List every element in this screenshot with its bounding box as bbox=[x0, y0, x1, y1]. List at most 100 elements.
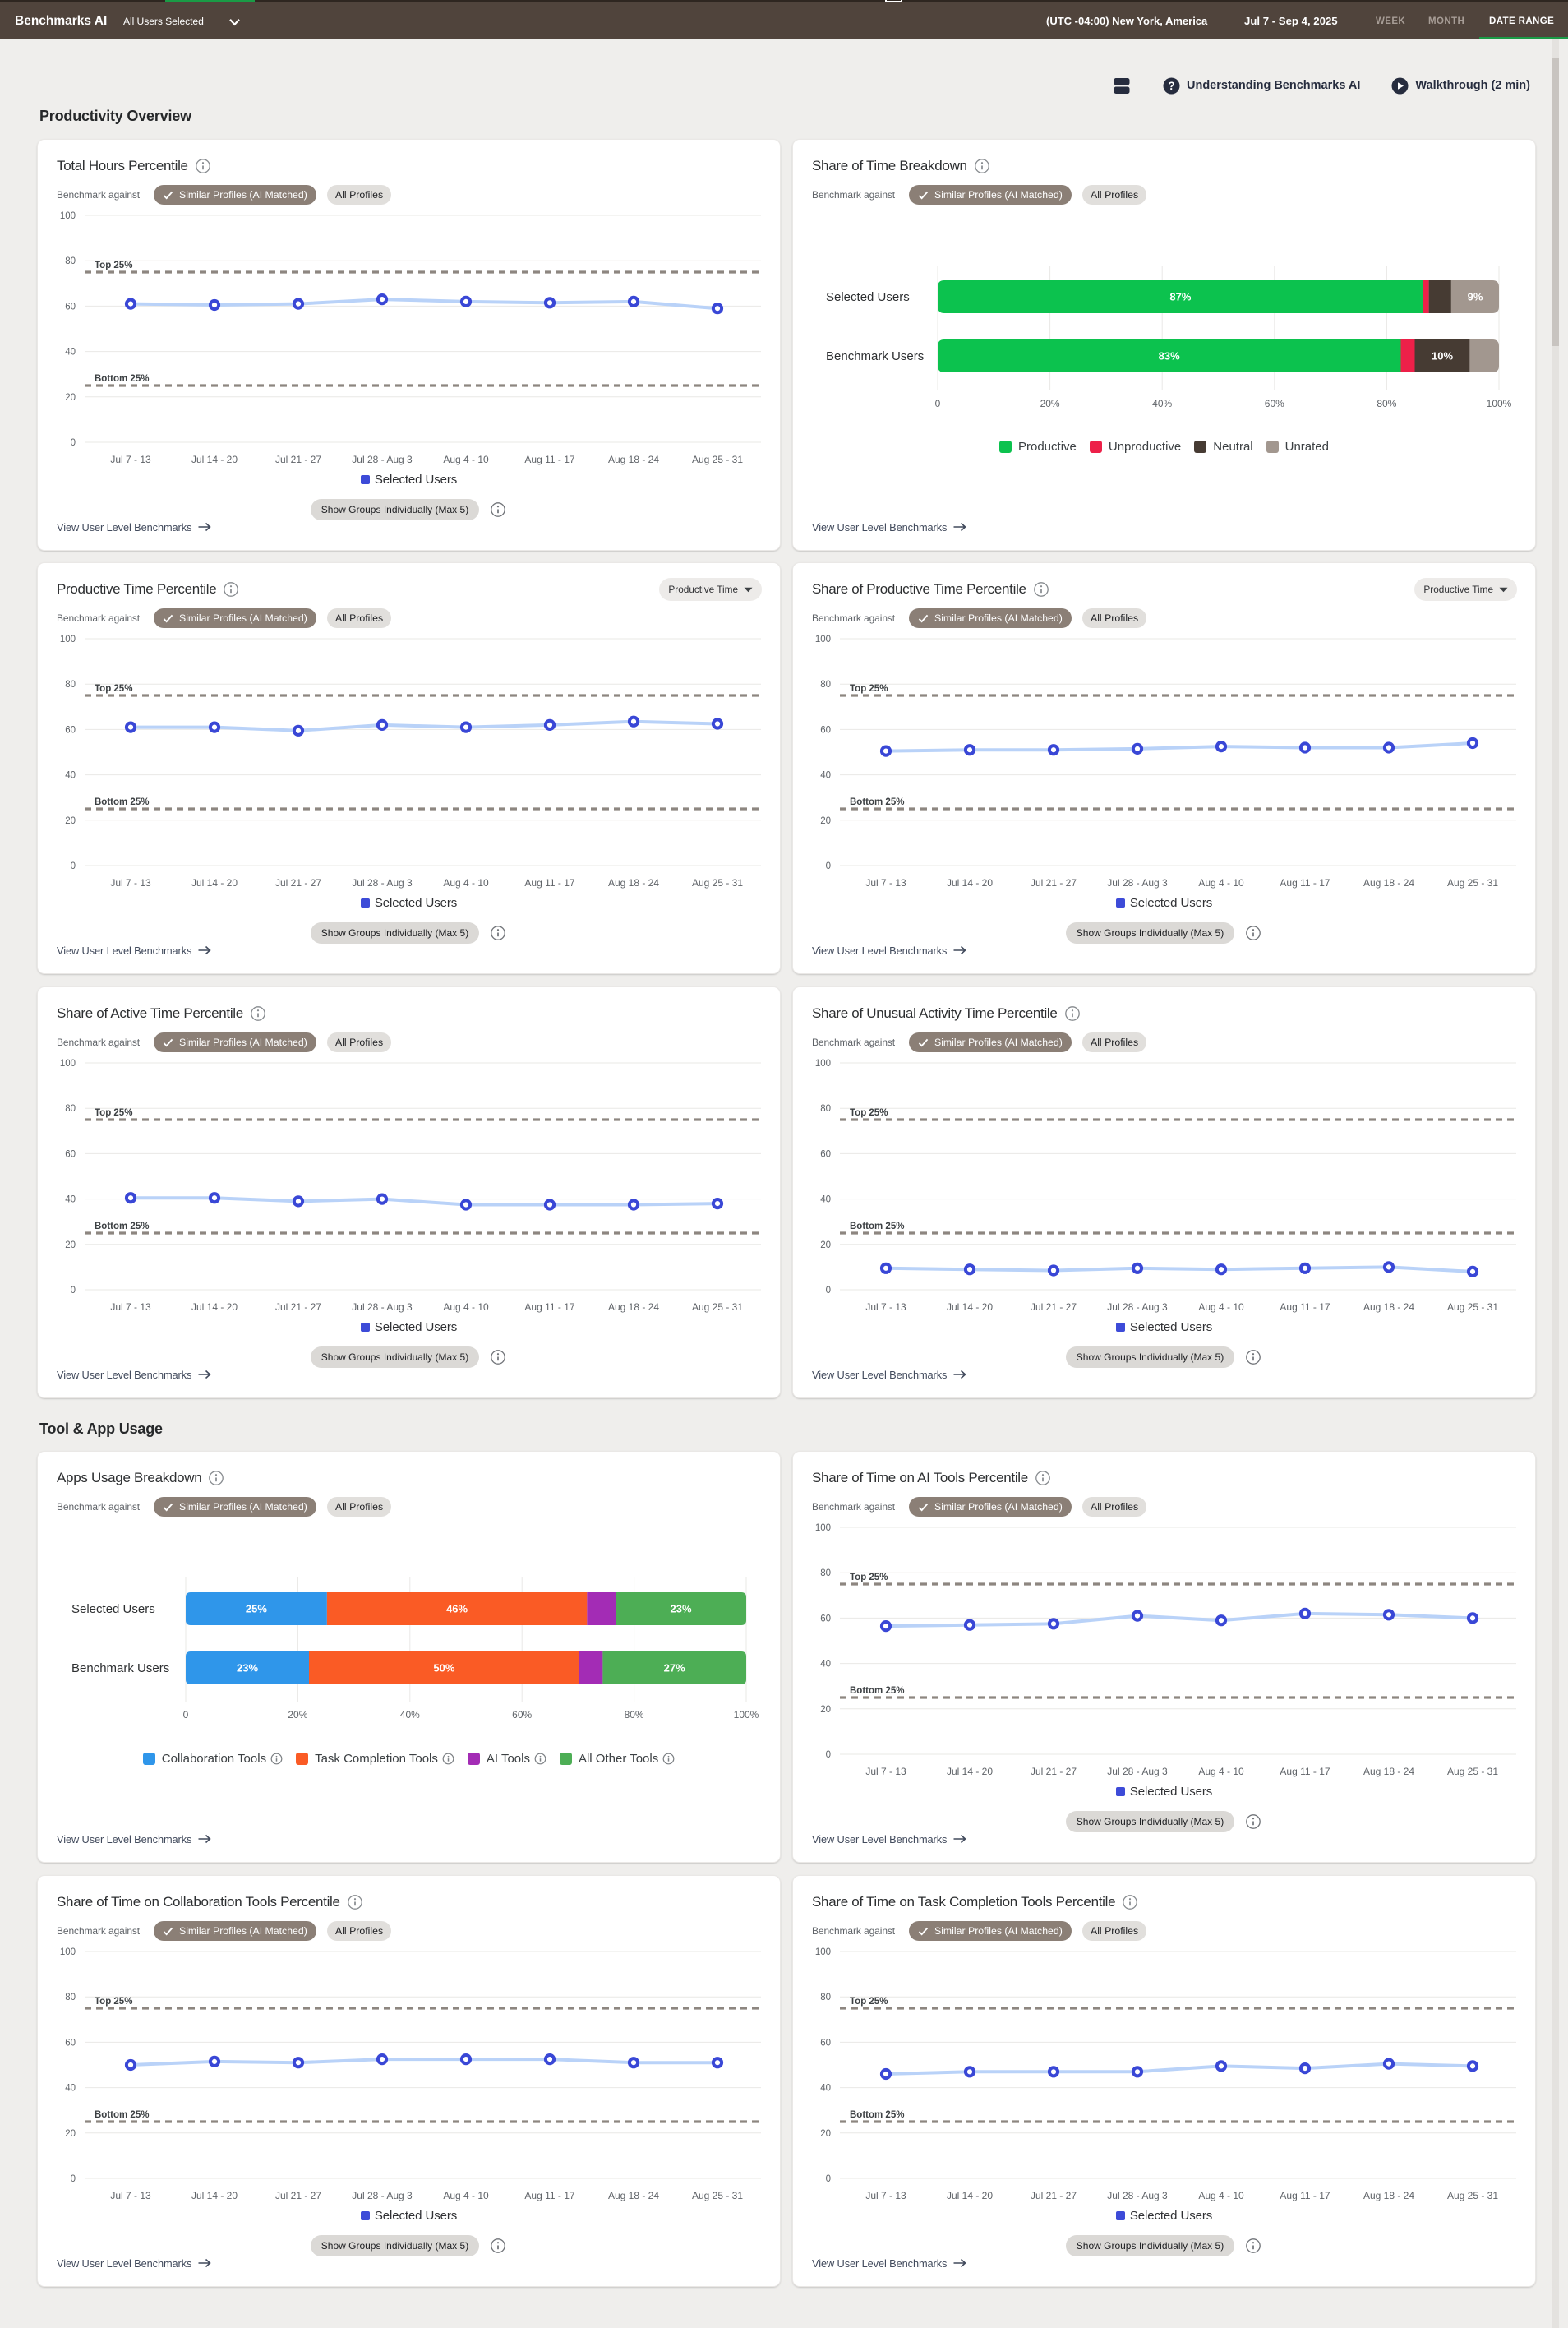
svg-text:Aug 25 - 31: Aug 25 - 31 bbox=[1447, 877, 1498, 889]
svg-text:87%: 87% bbox=[1169, 291, 1191, 303]
svg-text:Jul 14 - 20: Jul 14 - 20 bbox=[947, 1766, 993, 1777]
svg-text:80: 80 bbox=[820, 1993, 831, 2002]
svg-text:100: 100 bbox=[60, 635, 76, 644]
svg-text:Aug 25 - 31: Aug 25 - 31 bbox=[692, 877, 743, 889]
svg-text:Selected Users: Selected Users bbox=[826, 290, 910, 304]
svg-text:Jul 14 - 20: Jul 14 - 20 bbox=[191, 877, 238, 889]
svg-text:40: 40 bbox=[820, 771, 831, 781]
svg-text:80: 80 bbox=[65, 1993, 76, 2002]
svg-text:25%: 25% bbox=[246, 1603, 267, 1615]
svg-text:Aug 4 - 10: Aug 4 - 10 bbox=[1198, 1766, 1244, 1777]
svg-text:100: 100 bbox=[815, 1947, 831, 1957]
svg-text:0: 0 bbox=[71, 1286, 76, 1296]
svg-text:Aug 11 - 17: Aug 11 - 17 bbox=[1280, 877, 1330, 889]
svg-text:0: 0 bbox=[183, 1709, 189, 1721]
svg-text:100: 100 bbox=[60, 211, 76, 221]
svg-text:Aug 11 - 17: Aug 11 - 17 bbox=[524, 2190, 574, 2201]
svg-text:60%: 60% bbox=[512, 1709, 532, 1721]
svg-text:80: 80 bbox=[820, 1568, 831, 1578]
svg-text:0: 0 bbox=[826, 1750, 831, 1760]
svg-text:40: 40 bbox=[820, 2084, 831, 2094]
svg-text:Bottom 25%: Bottom 25% bbox=[850, 2110, 904, 2120]
svg-text:Jul 7 - 13: Jul 7 - 13 bbox=[110, 454, 151, 465]
svg-text:Top 25%: Top 25% bbox=[850, 684, 888, 694]
svg-text:Jul 28 - Aug 3: Jul 28 - Aug 3 bbox=[1107, 2190, 1168, 2201]
svg-text:Jul 21 - 27: Jul 21 - 27 bbox=[1031, 2190, 1077, 2201]
svg-text:Top 25%: Top 25% bbox=[95, 1997, 132, 2007]
svg-text:Top 25%: Top 25% bbox=[95, 684, 132, 694]
svg-text:Jul 21 - 27: Jul 21 - 27 bbox=[1031, 877, 1077, 889]
svg-text:60: 60 bbox=[65, 1149, 76, 1159]
svg-text:40: 40 bbox=[820, 1195, 831, 1205]
svg-text:Bottom 25%: Bottom 25% bbox=[850, 1686, 904, 1696]
svg-text:Jul 14 - 20: Jul 14 - 20 bbox=[191, 1301, 238, 1313]
svg-text:Bottom 25%: Bottom 25% bbox=[850, 797, 904, 807]
svg-text:9%: 9% bbox=[1468, 291, 1483, 303]
svg-text:Jul 14 - 20: Jul 14 - 20 bbox=[191, 454, 238, 465]
svg-text:46%: 46% bbox=[446, 1603, 468, 1615]
svg-text:23%: 23% bbox=[237, 1662, 258, 1674]
svg-text:80%: 80% bbox=[625, 1709, 644, 1721]
svg-text:40: 40 bbox=[65, 2084, 76, 2094]
svg-text:Jul 7 - 13: Jul 7 - 13 bbox=[865, 2190, 906, 2201]
svg-text:Jul 21 - 27: Jul 21 - 27 bbox=[1031, 1766, 1077, 1777]
svg-text:Jul 14 - 20: Jul 14 - 20 bbox=[947, 877, 993, 889]
svg-text:0: 0 bbox=[826, 1286, 831, 1296]
svg-text:27%: 27% bbox=[664, 1662, 685, 1674]
svg-text:Aug 18 - 24: Aug 18 - 24 bbox=[608, 877, 659, 889]
svg-text:Aug 4 - 10: Aug 4 - 10 bbox=[443, 1301, 489, 1313]
svg-text:Aug 4 - 10: Aug 4 - 10 bbox=[1198, 1301, 1244, 1313]
svg-text:20: 20 bbox=[820, 2129, 831, 2139]
svg-text:60: 60 bbox=[65, 302, 76, 312]
svg-text:80%: 80% bbox=[1377, 398, 1396, 409]
svg-text:60: 60 bbox=[820, 725, 831, 735]
svg-text:Bottom 25%: Bottom 25% bbox=[95, 374, 149, 384]
svg-text:Jul 28 - Aug 3: Jul 28 - Aug 3 bbox=[1107, 1766, 1168, 1777]
svg-text:80: 80 bbox=[820, 1104, 831, 1114]
svg-text:100%: 100% bbox=[734, 1709, 759, 1721]
svg-text:Bottom 25%: Bottom 25% bbox=[95, 1222, 149, 1231]
svg-text:Aug 11 - 17: Aug 11 - 17 bbox=[524, 1301, 574, 1313]
svg-text:20: 20 bbox=[65, 1240, 76, 1250]
svg-text:10%: 10% bbox=[1432, 350, 1453, 363]
svg-text:Aug 11 - 17: Aug 11 - 17 bbox=[1280, 1301, 1330, 1313]
svg-text:0: 0 bbox=[935, 398, 941, 409]
svg-text:Jul 14 - 20: Jul 14 - 20 bbox=[947, 2190, 993, 2201]
svg-text:Aug 25 - 31: Aug 25 - 31 bbox=[692, 2190, 743, 2201]
svg-text:Jul 28 - Aug 3: Jul 28 - Aug 3 bbox=[352, 454, 413, 465]
svg-text:0: 0 bbox=[71, 861, 76, 871]
svg-text:Aug 18 - 24: Aug 18 - 24 bbox=[1363, 877, 1414, 889]
svg-text:Bottom 25%: Bottom 25% bbox=[850, 1222, 904, 1231]
svg-text:80: 80 bbox=[65, 1104, 76, 1114]
svg-text:0: 0 bbox=[71, 2174, 76, 2184]
svg-text:0: 0 bbox=[826, 2174, 831, 2184]
svg-text:60: 60 bbox=[820, 1614, 831, 1624]
svg-text:Aug 18 - 24: Aug 18 - 24 bbox=[1363, 1301, 1414, 1313]
svg-text:Jul 7 - 13: Jul 7 - 13 bbox=[865, 877, 906, 889]
svg-text:Top 25%: Top 25% bbox=[95, 1108, 132, 1118]
svg-text:Aug 4 - 10: Aug 4 - 10 bbox=[443, 454, 489, 465]
svg-text:40%: 40% bbox=[400, 1709, 420, 1721]
svg-text:Jul 7 - 13: Jul 7 - 13 bbox=[110, 877, 151, 889]
svg-text:100: 100 bbox=[815, 1523, 831, 1533]
svg-text:20%: 20% bbox=[1040, 398, 1060, 409]
svg-text:Jul 21 - 27: Jul 21 - 27 bbox=[275, 1301, 321, 1313]
svg-text:23%: 23% bbox=[670, 1603, 691, 1615]
svg-text:20: 20 bbox=[65, 393, 76, 403]
svg-text:Aug 4 - 10: Aug 4 - 10 bbox=[1198, 2190, 1244, 2201]
svg-text:100: 100 bbox=[815, 1059, 831, 1069]
svg-text:40%: 40% bbox=[1152, 398, 1172, 409]
svg-text:Aug 18 - 24: Aug 18 - 24 bbox=[1363, 1766, 1414, 1777]
svg-text:80: 80 bbox=[65, 256, 76, 266]
svg-text:50%: 50% bbox=[433, 1662, 454, 1674]
svg-text:40: 40 bbox=[65, 1195, 76, 1205]
svg-text:Jul 14 - 20: Jul 14 - 20 bbox=[947, 1301, 993, 1313]
svg-text:Aug 18 - 24: Aug 18 - 24 bbox=[608, 2190, 659, 2201]
svg-text:60: 60 bbox=[820, 2038, 831, 2048]
svg-text:Aug 18 - 24: Aug 18 - 24 bbox=[1363, 2190, 1414, 2201]
svg-text:Jul 14 - 20: Jul 14 - 20 bbox=[191, 2190, 238, 2201]
svg-text:Aug 18 - 24: Aug 18 - 24 bbox=[608, 1301, 659, 1313]
svg-text:Top 25%: Top 25% bbox=[95, 261, 132, 270]
svg-text:Bottom 25%: Bottom 25% bbox=[95, 797, 149, 807]
svg-text:Jul 28 - Aug 3: Jul 28 - Aug 3 bbox=[1107, 1301, 1168, 1313]
